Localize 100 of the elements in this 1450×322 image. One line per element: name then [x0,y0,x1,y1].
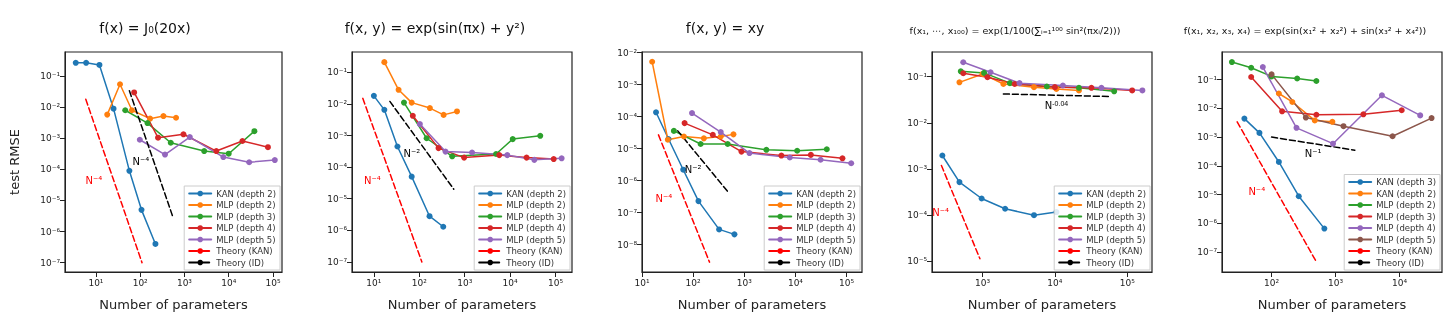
y-tick-label: 10⁻⁷ [617,207,638,218]
y-tick-label: 10⁻⁵ [907,256,928,267]
legend-label: Theory (ID) [1085,257,1135,268]
y-tick-label: 10⁻⁷ [40,257,61,268]
legend-label: MLP (depth 5) [1086,234,1146,245]
annotation: N⁻² [403,147,421,159]
x-tick-label: 10³ [975,278,991,288]
legend-label: MLP (depth 5) [1376,234,1436,245]
legend-label: MLP (depth 5) [216,234,276,245]
y-tick-label: 10⁻⁴ [327,162,348,173]
y-tick-label: 10⁻⁵ [40,195,61,206]
x-tick-label: 10⁴ [1392,278,1408,288]
y-tick-label: 10⁻⁵ [327,193,348,204]
x-tick-label: 10² [1264,278,1280,288]
chart-title: f(x, y) = xy [685,20,765,36]
legend-label: KAN (depth 3) [1376,177,1437,187]
legend-label: MLP (depth 3) [1376,211,1436,222]
legend-label: MLP (depth 5) [796,234,856,245]
x-tick-label: 10⁵ [548,278,564,288]
x-tick-label: 10³ [457,278,473,288]
y-tick-label: 10⁻⁷ [327,256,348,267]
annotation: N⁻⁴ [1248,186,1266,198]
x-tick-label: 10⁵ [839,278,855,288]
x-tick-label: 10² [411,278,428,288]
x-tick-label: 10⁴ [221,278,237,288]
legend-label: MLP (depth 5) [506,234,566,245]
legend-label: Theory (KAN) [215,246,273,256]
legend-label: Theory (KAN) [1375,246,1433,256]
y-tick-label: 10⁻² [327,98,348,109]
y-tick-label: 10⁻² [40,102,61,113]
legend-label: MLP (depth 3) [216,211,276,222]
x-tick-label: 10⁵ [265,278,281,288]
legend-label: MLP (depth 3) [1086,211,1146,222]
annotation: N⁻⁴ [132,155,150,167]
y-tick-label: 10⁻⁶ [40,226,61,237]
y-tick-label: 10⁻⁴ [1197,160,1218,171]
legend-label: Theory (KAN) [1085,246,1143,256]
y-tick-label: 10⁻³ [1197,132,1218,143]
y-tick-label: 10⁻² [617,47,638,58]
legend-label: Theory (KAN) [795,246,853,256]
y-tick-label: 10⁻⁴ [907,210,928,221]
legend-label: KAN (depth 2) [1376,188,1437,199]
y-tick-label: 10⁻⁵ [617,143,638,154]
x-tick-label: 10¹ [366,278,382,288]
annotation: N⁻⁴ [932,206,950,218]
x-tick-label: 10³ [176,278,193,288]
legend-label: MLP (depth 4) [1376,223,1436,233]
legend-label: Theory (ID) [215,257,265,268]
x-tick-label: 10⁴ [502,278,519,288]
x-axis-title: Number of parameters [967,297,1117,312]
chart-title: f(x₁, ⋯, x₁₀₀) = exp(1/100(∑ᵢ₌₁¹⁰⁰ sin²(πxᵢ/2))) [909,25,1121,36]
x-axis-title: Number of parameters [387,297,537,312]
y-tick-label: 10⁻⁵ [1197,189,1218,200]
annotation: N⁻⁴ [85,175,103,187]
y-tick-label: 10⁻⁴ [617,111,638,122]
x-tick-label: 10³ [1328,278,1344,288]
x-tick-label: 10⁴ [787,278,804,288]
y-tick-label: 10⁻³ [40,133,61,144]
x-tick-label: 10¹ [88,278,104,288]
x-tick-label: 10³ [736,278,753,288]
y-tick-label: 10⁻⁶ [1197,218,1218,229]
y-tick-label: 10⁻⁶ [327,225,348,236]
legend-label: KAN (depth 2) [1086,188,1147,199]
legend-label: MLP (depth 2) [1086,200,1146,210]
annotation: N⁻⁴ [655,193,673,204]
legend-label: MLP (depth 3) [506,211,566,222]
chart-title: f(x, y) = exp(sin(πx) + y²) [344,20,526,36]
legend-label: Theory (KAN) [505,246,563,256]
legend-label: MLP (depth 4) [506,223,566,233]
x-tick-label: 10¹ [634,278,650,288]
legend-label: Theory (ID) [1375,257,1425,268]
legend-label: MLP (depth 4) [1086,223,1146,233]
legend-label: Theory (ID) [505,257,555,268]
legend-label: MLP (depth 3) [796,211,856,222]
x-tick-label: 10⁵ [1119,278,1136,288]
chart-title: f(x) = J₀(20x) [99,20,191,36]
legend-label: KAN (depth 2) [506,188,567,199]
x-tick-label: 10² [685,278,702,288]
x-tick-label: 10² [132,278,149,288]
y-tick-label: 10⁻³ [327,130,348,141]
annotation: N⁻⁴ [363,174,381,186]
y-tick-label: 10⁻⁶ [617,175,638,186]
annotation: N⁻¹ [1304,148,1322,160]
legend-label: KAN (depth 2) [216,188,277,199]
y-tick-label: 10⁻³ [907,163,928,174]
y-tick-label: 10⁻¹ [327,67,348,78]
x-axis-title: Number of parameters [99,297,248,312]
legend-label: KAN (depth 2) [796,188,857,199]
y-tick-label: 10⁻¹ [1197,74,1218,85]
chart-title: f(x₁, x₂, x₃, x₄) = exp(sin(x₁² + x₂²) + sin(x₃² + x₄²)) [1183,25,1427,36]
x-axis-title: Number of parameters [1257,297,1407,312]
y-tick-label: 10⁻³ [617,79,638,90]
legend-label: MLP (depth 2) [506,200,566,210]
y-tick-label: 10⁻² [907,117,928,128]
y-tick-label: 10⁻⁴ [40,164,61,175]
legend-label: Theory (ID) [795,257,845,268]
legend-label: MLP (depth 2) [1376,200,1436,210]
legend-label: MLP (depth 2) [216,200,276,210]
y-tick-label: 10⁻⁷ [1197,246,1218,257]
x-axis-title: Number of parameters [677,297,827,312]
